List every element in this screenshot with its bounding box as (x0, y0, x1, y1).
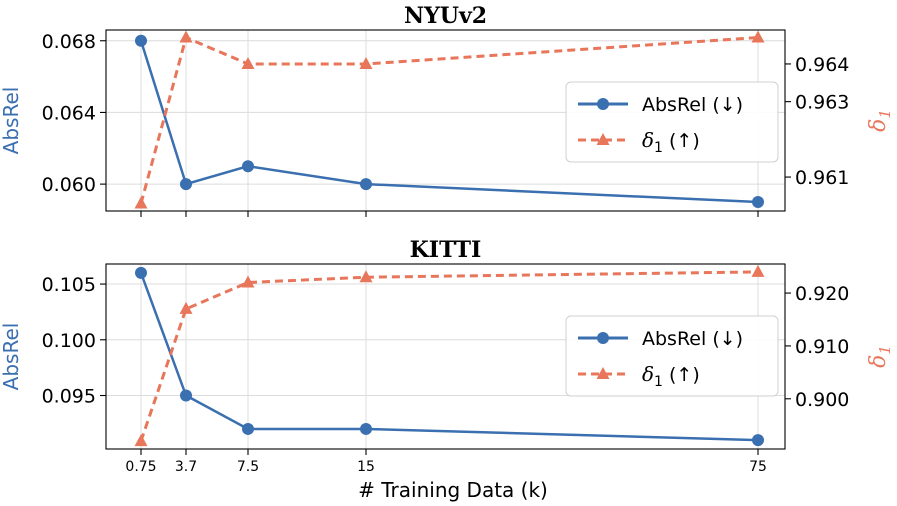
data-point-absrel (135, 34, 147, 47)
left-y-axis-label: AbsRel (0, 323, 23, 391)
legend-box (565, 81, 779, 163)
left-y-axis-label: AbsRel (0, 87, 23, 155)
legend-marker-absrel (597, 332, 609, 344)
data-point-absrel (360, 178, 372, 191)
right-y-tick-label: 0.963 (795, 92, 849, 114)
data-point-delta1 (751, 30, 765, 43)
legend-box (565, 315, 779, 397)
legend-label-absrel: AbsRel (↓) (642, 94, 743, 116)
data-point-absrel (752, 196, 764, 209)
x-tick-label: 7.5 (237, 459, 259, 475)
right-y-tick-label: 0.910 (795, 336, 849, 358)
right-y-tick-label: 0.900 (795, 389, 849, 411)
chart-title: NYUv2 (404, 3, 487, 29)
x-tick-label: 3.7 (175, 459, 197, 475)
data-point-delta1 (179, 301, 193, 314)
data-point-delta1 (241, 56, 255, 69)
panel-kitti: KITTI 0.75 3.7 7.5 15 75 0.095 0.100 0.105 0.900 0… (0, 237, 894, 475)
left-y-tick-label: 0.064 (42, 102, 96, 124)
data-point-absrel (242, 160, 254, 173)
data-point-delta1 (359, 270, 373, 283)
data-point-delta1 (241, 275, 255, 288)
right-y-axis-label: δ1 (866, 109, 894, 132)
left-y-tick-label: 0.100 (42, 330, 96, 352)
chart-title: KITTI (410, 237, 482, 263)
legend-label-absrel: AbsRel (↓) (642, 328, 743, 350)
data-point-absrel (360, 422, 372, 435)
legend-label-delta1: δ1 (↑) (642, 128, 700, 156)
x-axis-label: # Training Data (k) (358, 478, 548, 502)
right-y-axis-label-subscript: 1 (876, 109, 894, 119)
plot-frame (105, 263, 786, 450)
data-point-delta1 (751, 264, 765, 277)
series-line-delta1 (139, 270, 759, 442)
legend-label-delta1-rest: (↑) (663, 364, 700, 386)
legend-label-delta1-subscript: 1 (654, 374, 663, 390)
right-y-tick-label: 0.964 (795, 54, 849, 76)
data-point-absrel (135, 266, 147, 279)
data-point-absrel (242, 422, 254, 435)
left-y-tick-label: 0.068 (42, 31, 96, 53)
legend-marker-delta1 (596, 367, 610, 379)
right-y-axis-label-subscript: 1 (876, 345, 894, 355)
legend-label-delta1-subscript: 1 (654, 140, 663, 156)
left-y-tick-label: 0.060 (42, 174, 96, 196)
left-y-tick-label: 0.095 (42, 386, 96, 408)
legend-marker-delta1 (596, 133, 610, 145)
data-point-delta1 (134, 196, 148, 209)
data-point-absrel (180, 389, 192, 402)
legend-label-delta1-symbol: δ (642, 362, 654, 386)
legend-label-delta1: δ1 (↑) (642, 362, 700, 390)
x-tick-label: 75 (749, 459, 767, 475)
panel-nyuv2: NYUv2 0.060 0.064 0.068 0.961 0.963 0.964 AbsRe… (0, 3, 894, 217)
right-y-tick-label: 0.961 (795, 167, 849, 189)
data-point-delta1 (359, 56, 373, 69)
data-point-delta1 (134, 434, 148, 447)
legend-label-delta1-symbol: δ (642, 128, 654, 152)
left-y-tick-label: 0.105 (42, 274, 96, 296)
data-point-delta1 (179, 30, 193, 43)
right-y-tick-label: 0.920 (795, 283, 849, 305)
right-y-axis-label: δ1 (866, 345, 894, 368)
data-point-absrel (752, 434, 764, 447)
x-tick-label: 15 (357, 459, 375, 475)
x-tick-label: 0.75 (125, 459, 156, 475)
plot-frame (105, 29, 786, 212)
legend-label-delta1-rest: (↑) (663, 130, 700, 152)
data-point-absrel (180, 178, 192, 191)
legend-marker-absrel (597, 98, 609, 110)
